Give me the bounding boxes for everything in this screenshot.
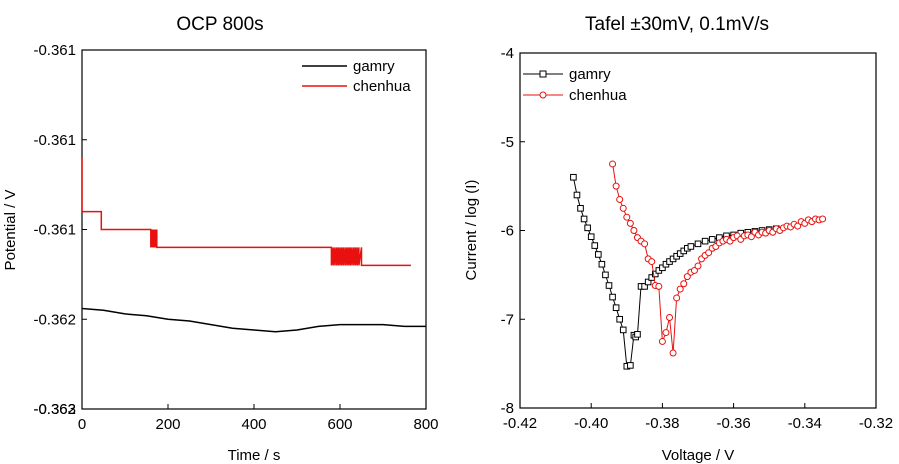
ocp-x-tick-label: 0 — [78, 416, 86, 433]
tafel-point-gamry — [602, 271, 609, 279]
ocp-chart-title: OCP 800s — [176, 14, 263, 35]
tafel-x-tick-label: -0.42 — [503, 415, 537, 432]
ocp-legend-label-gamry: gamry — [353, 58, 395, 75]
tafel-point-gamry — [644, 278, 652, 286]
tafel-y-tick-label: -4 — [501, 45, 514, 62]
tafel-point-chenhua — [616, 195, 624, 203]
tafel-point-chenhua — [669, 349, 677, 357]
tafel-x-tick-label: -0.34 — [788, 415, 822, 432]
tafel-legend: gamry chenhua — [523, 66, 627, 104]
tafel-point-gamry — [687, 243, 695, 250]
tafel-point-gamry — [634, 331, 641, 338]
tafel-point-chenhua — [658, 337, 666, 345]
tafel-point-gamry — [641, 283, 648, 290]
tafel-point-chenhua — [694, 262, 702, 270]
tafel-point-chenhua — [794, 222, 802, 230]
ocp-x-tick-label: 200 — [155, 416, 180, 433]
tafel-x-tick-label: -0.36 — [716, 415, 750, 432]
tafel-x-tick-label: -0.38 — [645, 415, 679, 432]
tafel-legend-marker-gamry — [539, 70, 547, 78]
ocp-series-gamry — [81, 307, 426, 333]
ocp-y-tick-label: -0.362 — [33, 401, 76, 418]
tafel-point-gamry — [570, 173, 577, 181]
tafel-point-chenhua — [666, 313, 674, 321]
ocp-x-tick-label: 400 — [241, 416, 266, 433]
tafel-series-chenhua — [612, 163, 823, 354]
tafel-y-tick-label: -6 — [501, 223, 514, 240]
ocp-y-tick-label: -0.361 — [33, 222, 76, 239]
tafel-point-chenhua — [705, 249, 713, 257]
tafel-point-gamry — [598, 260, 606, 268]
ocp-y-tick-label: -0.363 — [33, 401, 76, 418]
tafel-legend-marker-chenhua — [539, 91, 547, 99]
tafel-point-gamry — [701, 237, 709, 245]
tafel-point-chenhua — [609, 160, 617, 168]
ocp-x-tick-label: 800 — [413, 416, 438, 433]
tafel-y-tick-label: -7 — [501, 311, 514, 328]
tafel-point-chenhua — [747, 233, 755, 241]
tafel-chart-title: Tafel ±30mV, 0.1mV/s — [585, 14, 769, 35]
tafel-legend-label-gamry: gamry — [569, 66, 611, 83]
tafel-point-gamry — [659, 264, 666, 272]
tafel-point-gamry — [573, 191, 581, 199]
tafel-point-gamry — [651, 270, 659, 278]
tafel-plot-frame — [519, 52, 877, 409]
tafel-point-chenhua — [680, 280, 688, 288]
tafel-point-chenhua — [662, 329, 670, 337]
tafel-y-axis-label: Current / log (I) — [463, 180, 480, 281]
tafel-y-axis: -4 -5 -6 -7 -8 — [501, 45, 525, 417]
tafel-series-group — [570, 160, 827, 370]
ocp-legend-label-chenhua: chenhua — [353, 78, 411, 95]
tafel-y-tick-label: -5 — [501, 134, 514, 151]
tafel-legend-label-chenhua: chenhua — [569, 87, 627, 104]
tafel-point-chenhua — [819, 215, 827, 223]
tafel-chart: Tafel ±30mV, 0.1mV/s -4-5-6-7-8 -0.42 -0.… — [463, 14, 893, 464]
tafel-point-gamry — [694, 240, 702, 248]
tafel-x-axis-label: Voltage / V — [662, 447, 735, 464]
tafel-point-chenhua — [630, 227, 638, 234]
tafel-point-chenhua — [612, 182, 620, 190]
ocp-series-chenhua — [81, 157, 411, 267]
tafel-x-tick-label: -0.40 — [574, 415, 608, 432]
tafel-point-chenhua — [683, 273, 691, 281]
tafel-point-chenhua — [676, 285, 684, 293]
tafel-point-chenhua — [641, 240, 649, 248]
ocp-series-group — [81, 157, 426, 333]
tafel-point-gamry — [591, 242, 599, 249]
tafel-point-chenhua — [673, 294, 681, 302]
tafel-point-gamry — [616, 315, 623, 323]
tafel-point-gamry — [584, 224, 591, 232]
tafel-x-tick-label: -0.32 — [859, 415, 893, 432]
tafel-point-gamry — [587, 233, 595, 241]
tafel-point-chenhua — [648, 258, 656, 266]
tafel-point-gamry — [627, 362, 634, 369]
tafel-x-axis: -0.42 -0.40 -0.38 -0.36 -0.34 -0.32 — [503, 403, 893, 432]
ocp-y-axis-label: Potential / V — [2, 190, 19, 271]
tafel-point-gamry — [577, 205, 584, 212]
tafel-point-chenhua — [623, 213, 631, 221]
ocp-y-axis: -0.361-0.361-0.361-0.362-0.362-0.363 — [33, 42, 87, 418]
tafel-y-tick-label: -8 — [501, 400, 514, 417]
tafel-point-gamry — [580, 215, 588, 223]
ocp-chart: OCP 800s -0.361-0.361-0.361-0.362-0.362-… — [2, 14, 439, 464]
ocp-x-axis: 0 200 400 600 800 — [78, 404, 439, 433]
tafel-point-gamry — [612, 304, 620, 312]
ocp-legend: gamry chenhua — [302, 58, 411, 95]
ocp-x-axis-label: Time / s — [228, 447, 281, 464]
tafel-point-gamry — [595, 251, 602, 258]
ocp-x-tick-label: 600 — [327, 416, 352, 433]
ocp-y-tick-label: -0.361 — [33, 42, 76, 59]
tafel-point-chenhua — [690, 266, 698, 274]
tafel-point-chenhua — [626, 219, 634, 227]
tafel-point-chenhua — [619, 204, 627, 212]
ocp-y-tick-label: -0.362 — [33, 311, 76, 328]
tafel-point-gamry — [605, 282, 613, 289]
tafel-point-gamry — [609, 293, 616, 301]
ocp-y-tick-label: -0.361 — [33, 132, 76, 149]
tafel-point-gamry — [619, 326, 627, 334]
tafel-point-gamry — [708, 236, 716, 243]
tafel-point-chenhua — [655, 282, 663, 290]
